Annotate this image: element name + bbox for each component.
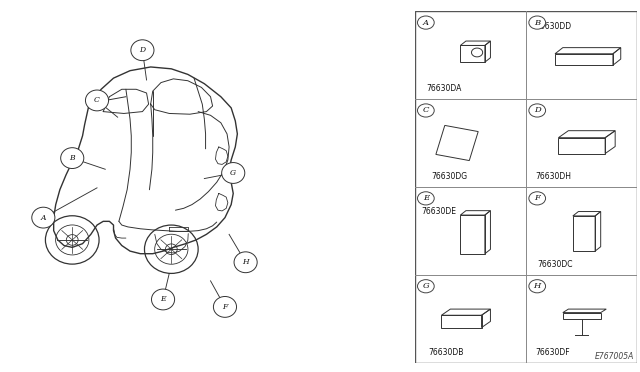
- Circle shape: [86, 90, 109, 111]
- Circle shape: [417, 192, 434, 205]
- Circle shape: [131, 40, 154, 61]
- Text: G: G: [230, 169, 236, 177]
- Text: B: B: [69, 154, 75, 162]
- Text: A: A: [40, 214, 46, 222]
- Circle shape: [32, 207, 55, 228]
- Circle shape: [529, 192, 545, 205]
- Text: 76630DH: 76630DH: [535, 172, 571, 181]
- Circle shape: [152, 289, 175, 310]
- Circle shape: [529, 104, 545, 117]
- Text: E767005A: E767005A: [595, 352, 634, 361]
- Text: H: H: [243, 258, 249, 266]
- Text: C: C: [94, 96, 100, 105]
- Text: C: C: [422, 106, 429, 115]
- Circle shape: [529, 16, 545, 29]
- Text: 76630DA: 76630DA: [426, 84, 461, 93]
- Circle shape: [213, 296, 237, 317]
- Circle shape: [529, 280, 545, 293]
- Text: H: H: [534, 282, 541, 290]
- Text: 76630DB: 76630DB: [428, 348, 463, 357]
- Text: D: D: [140, 46, 145, 54]
- Text: E: E: [423, 194, 429, 202]
- Circle shape: [234, 252, 257, 273]
- Text: 76630DG: 76630DG: [431, 172, 468, 181]
- Text: A: A: [423, 19, 429, 26]
- Text: 76630DF: 76630DF: [535, 348, 570, 357]
- Text: 76630DD: 76630DD: [535, 22, 571, 31]
- Circle shape: [417, 104, 434, 117]
- Text: D: D: [534, 106, 541, 115]
- Text: G: G: [422, 282, 429, 290]
- Text: F: F: [534, 194, 540, 202]
- Text: E: E: [160, 295, 166, 304]
- Circle shape: [61, 148, 84, 169]
- Circle shape: [221, 163, 244, 183]
- Circle shape: [417, 16, 434, 29]
- Circle shape: [417, 280, 434, 293]
- Text: B: B: [534, 19, 540, 26]
- Text: 76630DE: 76630DE: [421, 207, 456, 216]
- Text: F: F: [222, 303, 228, 311]
- Text: 76630DC: 76630DC: [537, 260, 573, 269]
